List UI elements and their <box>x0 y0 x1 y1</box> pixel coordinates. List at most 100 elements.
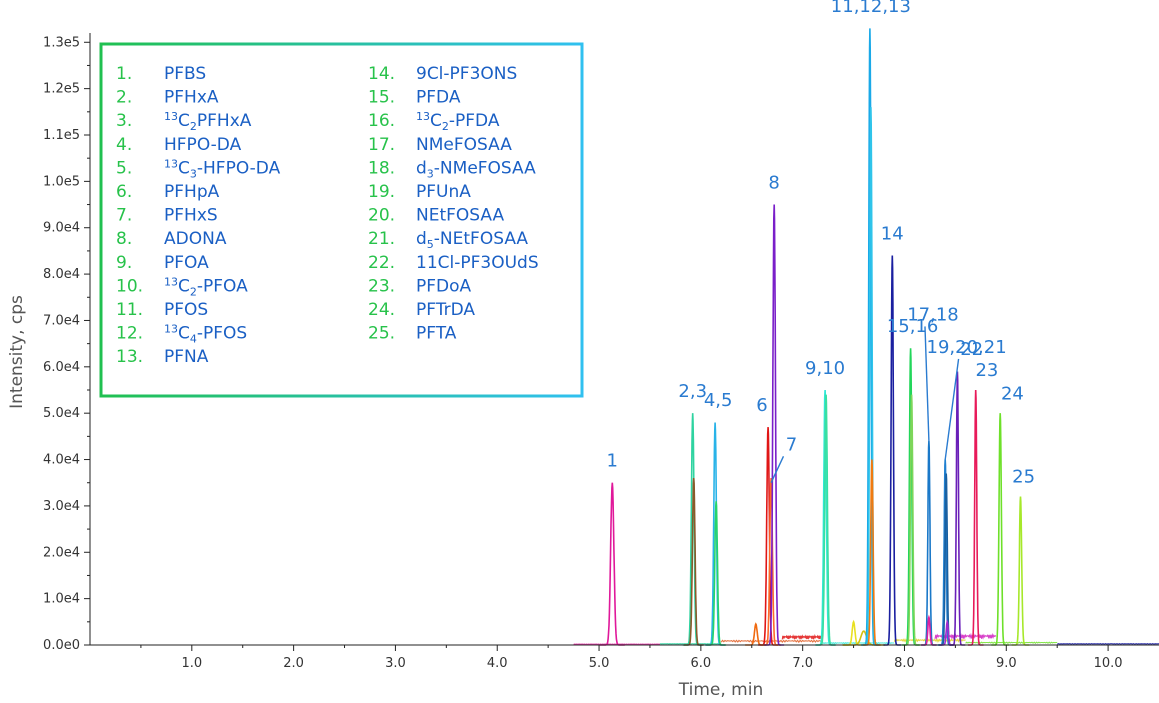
legend-number: 18. <box>368 158 395 178</box>
baseline-trace <box>781 633 824 640</box>
legend-name: PFDA <box>416 88 461 108</box>
peak-label: 25 <box>1012 467 1035 488</box>
legend-name: PFBS <box>164 64 206 84</box>
y-tick-label: 1.0e5 <box>43 174 80 189</box>
legend-name: HFPO-DA <box>164 135 242 155</box>
peak-label: 11,12,13 <box>831 0 911 17</box>
peak-label: 23 <box>975 360 998 381</box>
legend-name: 13C2PFHxA <box>164 110 252 133</box>
legend: 1. PFBS 2. PFHxA 3. 13C2PFHxA 4. HFPO-DA 5. 13C3-… <box>99 42 584 398</box>
legend-number: 10. <box>116 276 143 296</box>
legend-number: 13. <box>116 347 143 367</box>
peak-trace <box>764 204 785 646</box>
peak-trace <box>842 619 865 646</box>
legend-name: PFHxA <box>164 88 219 108</box>
x-tick-label: 8.0 <box>894 656 915 671</box>
legend-name: PFHpA <box>164 182 220 202</box>
peak-label: 24 <box>1001 383 1024 404</box>
peak-label: 7 <box>786 434 797 455</box>
legend-name: NMeFOSAA <box>416 135 512 155</box>
legend-number: 24. <box>368 300 395 320</box>
legend-name: PFHxS <box>164 206 218 226</box>
y-tick-label: 7.0e4 <box>43 313 80 328</box>
legend-name: PFTA <box>416 324 457 344</box>
legend-number: 23. <box>368 276 395 296</box>
x-tick-label: 6.0 <box>691 656 712 671</box>
peak-trace <box>967 389 984 646</box>
peak-trace <box>1011 496 1030 646</box>
legend-name: NEtFOSAA <box>416 206 504 226</box>
x-tick-label: 9.0 <box>996 656 1017 671</box>
legend-name: PFOA <box>164 253 209 273</box>
legend-name: 13C2-PFOA <box>164 275 248 298</box>
peak-label: 9,10 <box>805 358 845 379</box>
peak-trace <box>883 255 902 646</box>
y-tick-label: 5.0e4 <box>43 406 80 421</box>
legend-name: 9Cl-PF3ONS <box>416 64 517 84</box>
legend-name: PFNA <box>164 347 209 367</box>
x-tick-label: 2.0 <box>283 656 304 671</box>
peak-trace <box>921 440 937 646</box>
peak-label: 6 <box>756 395 767 416</box>
x-tick-label: 5.0 <box>589 656 610 671</box>
legend-name: 13C3-HFPO-DA <box>164 157 281 180</box>
x-axis-title: Time, min <box>678 680 763 700</box>
legend-number: 6. <box>116 182 132 202</box>
peak-label: 1 <box>607 451 618 472</box>
y-tick-label: 4.0e4 <box>43 453 80 468</box>
legend-name: 11Cl-PF3OUdS <box>416 253 539 273</box>
y-tick-label: 3.0e4 <box>43 499 80 514</box>
legend-number: 17. <box>368 135 395 155</box>
annotation-leader <box>770 455 785 484</box>
legend-number: 2. <box>116 88 132 108</box>
x-tick-label: 1.0 <box>181 656 202 671</box>
y-tick-label: 9.0e4 <box>43 221 80 236</box>
y-tick-label: 0.0e0 <box>43 638 80 653</box>
legend-number: 12. <box>116 324 143 344</box>
legend-name: PFOS <box>164 300 208 320</box>
peak-label: 17,18 <box>907 304 959 325</box>
peak-label: 4,5 <box>704 390 733 411</box>
legend-number: 7. <box>116 206 132 226</box>
y-tick-label: 6.0e4 <box>43 360 80 375</box>
legend-number: 14. <box>368 64 395 84</box>
y-axis-title: Intensity, cps <box>7 295 27 409</box>
peak-label: 19,20,21 <box>927 337 1007 358</box>
peak-label: 22 <box>960 339 983 360</box>
peak-label: 8 <box>768 172 779 193</box>
y-tick-label: 1.0e4 <box>43 592 80 607</box>
legend-name: 13C4-PFOS <box>164 323 247 346</box>
annotation-leader <box>944 358 960 460</box>
legend-number: 4. <box>116 135 132 155</box>
annotation-leader <box>924 326 930 442</box>
peak-label: 14 <box>881 223 904 244</box>
y-tick-label: 1.2e5 <box>43 82 80 97</box>
legend-name: PFUnA <box>416 182 471 202</box>
peak-annotations: 12,34,5 6789,1011,12,131415,1617,1819,20,… <box>607 0 1035 488</box>
legend-number: 20. <box>368 206 395 226</box>
legend-number: 9. <box>116 253 132 273</box>
legend-number: 11. <box>116 300 143 320</box>
peak-trace <box>991 413 1010 646</box>
legend-number: 15. <box>368 88 395 108</box>
plot-area <box>573 28 1159 646</box>
y-tick-label: 8.0e4 <box>43 267 80 282</box>
legend-number: 25. <box>368 324 395 344</box>
legend-name: d3-NMeFOSAA <box>416 158 536 180</box>
peak-trace <box>599 482 625 646</box>
legend-name: PFTrDA <box>416 300 475 320</box>
legend-number: 19. <box>368 182 395 202</box>
y-tick-label: 1.1e5 <box>43 128 80 143</box>
peak-trace <box>706 501 727 646</box>
legend-number: 16. <box>368 111 395 131</box>
legend-box <box>99 42 584 398</box>
y-tick-label: 1.3e5 <box>43 35 80 50</box>
legend-number: 5. <box>116 158 132 178</box>
x-tick-label: 7.0 <box>792 656 813 671</box>
axes: 1.0 2.0 3.0 4.0 5.0 6.0 7.0 8.0 9.0 10.0 0.0e0 1.0e… <box>43 33 1159 671</box>
legend-number: 21. <box>368 229 395 249</box>
x-tick-label: 4.0 <box>487 656 508 671</box>
legend-number: 3. <box>116 111 132 131</box>
baseline-trace <box>1056 643 1159 645</box>
